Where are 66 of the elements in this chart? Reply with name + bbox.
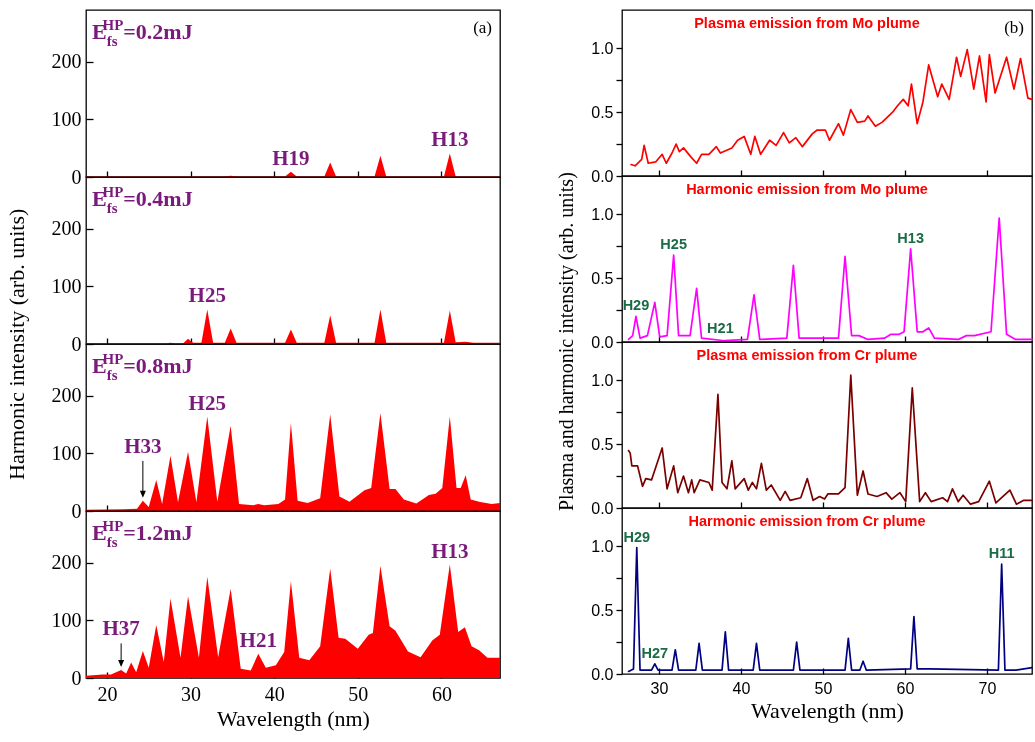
x-tick-label: 30 <box>181 682 202 705</box>
y-tick-label: 0.5 <box>591 103 614 121</box>
y-tick-label: 1.0 <box>591 537 614 555</box>
annotation: H25 <box>660 236 687 253</box>
chart-title: Plasma emission from Mo plume <box>694 15 920 31</box>
text: E$_{fs}$$^{HP}$=0.2mJ <box>92 16 193 49</box>
y-tick-label: 100 <box>51 441 82 464</box>
y-tick-label: 1.0 <box>591 205 614 223</box>
text: E$_{fs}$$^{HP}$=0.8mJ <box>92 350 193 383</box>
annotation: H13 <box>431 127 469 152</box>
x-tick-label: 70 <box>978 679 997 697</box>
y-tick-label: 100 <box>51 107 82 130</box>
chart-title: Harmonic emission from Cr plume <box>688 513 926 529</box>
annotation: H13 <box>431 538 469 563</box>
x-tick-label: 50 <box>814 679 833 697</box>
y-tick-label: 0.0 <box>591 665 614 683</box>
y-tick-label: 0.5 <box>591 435 614 453</box>
x-tick-label: 40 <box>732 679 751 697</box>
y-tick-label: 200 <box>51 50 82 73</box>
chart-title: Harmonic emission from Mo plume <box>686 181 928 197</box>
y-tick-label: 0.5 <box>591 269 614 287</box>
annotation: H13 <box>897 229 924 246</box>
annotation: H11 <box>988 545 1015 562</box>
annotation: H25 <box>188 283 226 308</box>
y-tick-label: 0.0 <box>591 167 614 185</box>
y-tick-label: 200 <box>51 551 82 574</box>
y-tick-label: 1.0 <box>591 371 614 389</box>
annotation: H21 <box>239 627 277 652</box>
annotation: H25 <box>188 390 226 415</box>
x-tick-label: 60 <box>896 679 915 697</box>
y-tick-label: 200 <box>51 384 82 407</box>
x-tick-label: 40 <box>264 682 285 705</box>
y-tick-label: 100 <box>51 274 82 297</box>
y-tick-label: 1.0 <box>591 39 614 57</box>
text: E$_{fs}$$^{HP}$=1.2mJ <box>92 517 193 550</box>
y-tick-label: 0 <box>71 332 82 355</box>
y-tick-label: 200 <box>51 217 82 240</box>
annotation: H33 <box>124 433 162 458</box>
y-axis-title: Harmonic intensity (arb. units) <box>4 207 30 482</box>
y-tick-label: 0 <box>71 165 82 188</box>
line-series <box>627 546 1033 673</box>
annotation: H29 <box>622 297 650 314</box>
y-axis-title: Plasma and harmonic intensity (arb. units) <box>555 171 578 514</box>
y-tick-label: 0.5 <box>591 601 614 619</box>
y-tick-label: 0 <box>71 666 82 689</box>
annotation: H21 <box>707 320 734 337</box>
line-series <box>630 48 1033 167</box>
x-tick-label: 20 <box>97 682 118 705</box>
x-tick-label: 50 <box>348 682 369 705</box>
y-tick-label: 0.0 <box>591 333 614 351</box>
text: E$_{fs}$$^{HP}$=0.4mJ <box>92 183 193 216</box>
annotation: (b) <box>1004 18 1024 37</box>
line-series <box>627 374 1033 506</box>
chart-title: Plasma emission from Cr plume <box>696 347 918 363</box>
annotation: (a) <box>473 18 492 37</box>
annotation: H29 <box>623 528 651 545</box>
x-tick-label: 60 <box>431 682 452 705</box>
x-axis-title: Wavelength (nm) <box>217 705 370 731</box>
x-tick-label: 30 <box>650 679 669 697</box>
y-tick-label: 0 <box>71 499 82 522</box>
annotation: H27 <box>641 644 669 661</box>
y-tick-label: 0.0 <box>591 499 614 517</box>
annotation: H19 <box>272 145 310 170</box>
annotation: H37 <box>102 616 140 641</box>
y-tick-label: 100 <box>51 608 82 631</box>
x-axis-title: Wavelength (nm) <box>751 697 904 723</box>
